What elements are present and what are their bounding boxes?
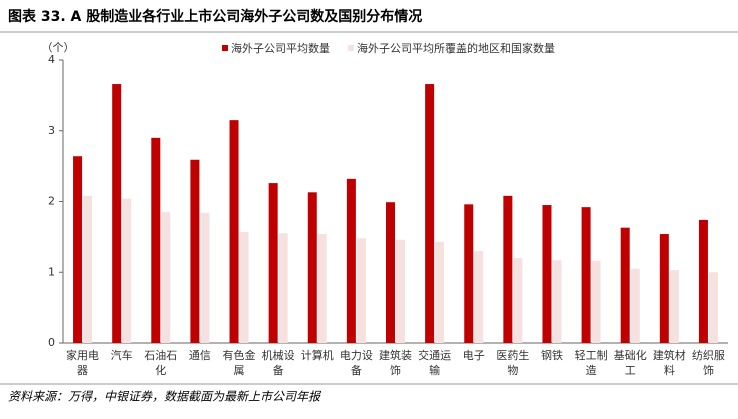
x-tick-label: 医药生物 (496, 348, 529, 377)
bar (356, 238, 366, 343)
bar (239, 231, 249, 343)
source-note: 资料来源：万得，中银证券，数据截面为最新上市公司年报 (8, 390, 322, 404)
x-tick-label: 机械设备 (262, 348, 295, 377)
bar (83, 195, 93, 343)
bar (581, 207, 591, 343)
y-axis-label: （个） (42, 41, 75, 54)
x-tick-label: 电力设备 (340, 349, 373, 377)
x-tick-label: 通信 (189, 349, 211, 362)
bar (698, 219, 708, 343)
bar (513, 258, 523, 343)
y-tick-label: 3 (48, 124, 55, 137)
bar (151, 137, 161, 343)
x-tick-label: 有色金属 (223, 348, 256, 377)
bar (112, 84, 122, 344)
legend-swatch (222, 45, 228, 51)
x-tick-label: 建筑装饰 (379, 348, 412, 377)
x-tick-label: 基础化工 (614, 348, 647, 377)
legend-label: 海外子公司平均数量 (231, 41, 330, 55)
bar (386, 202, 395, 343)
bar (190, 159, 200, 343)
x-tick-label: 钢铁 (541, 349, 563, 362)
bar (552, 260, 562, 343)
bar (122, 198, 132, 343)
bar (630, 268, 640, 343)
bar (591, 260, 601, 343)
bar (73, 156, 83, 343)
legend-swatch (348, 45, 354, 51)
x-tick-label: 计算机 (301, 348, 334, 362)
bar (464, 204, 474, 343)
x-tick-label: 轻工制造 (575, 348, 608, 377)
bar (278, 233, 288, 343)
bar (317, 234, 327, 343)
bar (542, 205, 552, 343)
bar (620, 227, 630, 343)
x-tick-label: 电子 (463, 349, 485, 362)
y-tick-label: 4 (48, 53, 55, 66)
bar (708, 272, 718, 343)
y-tick-label: 1 (48, 265, 55, 278)
x-tick-label: 纺织服饰 (692, 348, 725, 377)
chart-title: 图表 33. A 股制造业各行业上市公司海外子公司数及国别分布情况 (8, 8, 422, 25)
bar (307, 192, 317, 343)
bar (346, 178, 356, 343)
bar (200, 212, 210, 343)
bar (435, 241, 445, 343)
x-tick-label: 汽车 (111, 348, 133, 362)
bar (396, 239, 405, 343)
bar (268, 183, 278, 343)
bar (669, 270, 679, 343)
x-tick-label: 家用电器 (66, 348, 99, 377)
bar (425, 84, 435, 344)
y-tick-label: 2 (48, 195, 55, 208)
x-tick-label: 交通运输 (418, 348, 451, 377)
bar (474, 251, 484, 343)
bar (503, 195, 513, 343)
bar (161, 212, 171, 343)
legend-label: 海外子公司平均所覆盖的地区和国家数量 (357, 41, 555, 55)
bar (229, 120, 239, 343)
y-tick-label: 0 (48, 336, 55, 349)
bar (659, 234, 669, 343)
x-tick-label: 建筑材料 (653, 348, 686, 377)
x-tick-label: 石油石化 (144, 348, 177, 377)
